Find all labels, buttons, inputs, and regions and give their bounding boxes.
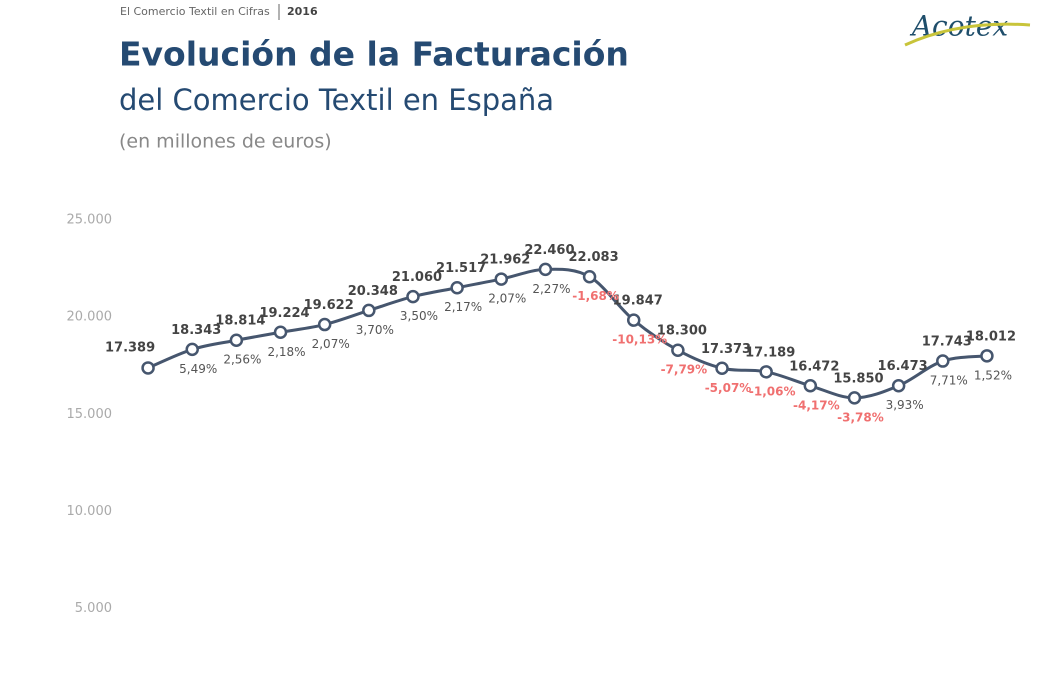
value-label: 18.300 [657,324,707,339]
y-tick-label: 10.000 [67,504,113,519]
value-label: 22.083 [568,250,618,265]
point [362,303,376,318]
point [847,391,862,405]
kicker: El Comercio Textil en Cifras [120,5,270,18]
value-label: 17.189 [745,345,795,360]
change-label: 2,18% [267,345,305,359]
unit-note: (en millones de euros) [119,131,332,153]
point [891,378,906,393]
value-label: 21.517 [436,261,486,276]
change-label: 2,17% [444,300,482,314]
point [185,342,199,357]
change-label: 2,07% [488,292,526,306]
value-label: 17.389 [105,340,155,355]
change-label: -1,68% [572,289,619,303]
change-label: 2,56% [223,353,261,367]
point [317,317,332,332]
value-label: 15.850 [833,371,883,386]
value-label: 21.962 [480,253,530,268]
y-tick-label: 15.000 [67,407,113,422]
point [980,349,994,363]
change-label: 3,50% [400,309,438,323]
point [759,365,773,379]
point [229,333,244,347]
point [273,325,288,340]
value-label: 22.460 [524,243,574,258]
logo-swoosh [904,22,1031,47]
change-label: 2,27% [532,282,570,296]
change-label: 1,52% [974,368,1012,382]
change-label: 2,07% [312,337,350,351]
value-label: 19.847 [613,294,663,309]
chart-subtitle: del Comercio Textil en España [119,83,554,117]
value-label: 18.343 [171,323,221,338]
change-label: -3,78% [837,410,884,424]
change-label: 3,70% [356,323,394,337]
point [538,262,553,277]
change-label: -1,06% [749,384,796,398]
year: 2016 [287,5,318,18]
point [406,289,420,304]
change-label: 3,93% [886,398,924,412]
point [803,379,818,393]
point [141,361,155,375]
value-label: 16.472 [789,359,839,374]
y-tick-label: 5.000 [75,601,112,616]
point [626,313,641,327]
point [715,361,729,376]
point [582,269,597,284]
value-label: 17.373 [701,342,751,357]
value-label: 19.224 [259,306,309,321]
change-label: -10,13% [612,333,667,347]
y-tick-label: 20.000 [67,310,113,325]
value-label: 19.622 [304,298,354,313]
value-label: 18.814 [215,314,265,329]
change-label: -4,17% [793,398,840,412]
change-label: 5,49% [179,362,217,376]
point [671,343,685,357]
point [936,354,950,368]
value-label: 21.060 [392,270,442,285]
value-label: 18.012 [966,329,1016,344]
y-tick-label: 25.000 [67,213,113,228]
value-label: 16.473 [878,359,928,374]
chart-title: Evolución de la Facturación [119,35,629,74]
change-label: -5,07% [705,381,752,395]
value-label: 20.348 [348,284,398,299]
point [450,280,464,295]
change-label: 7,71% [930,374,968,388]
value-label: 17.743 [922,335,972,350]
point [494,272,509,286]
change-label: -7,79% [661,363,708,377]
